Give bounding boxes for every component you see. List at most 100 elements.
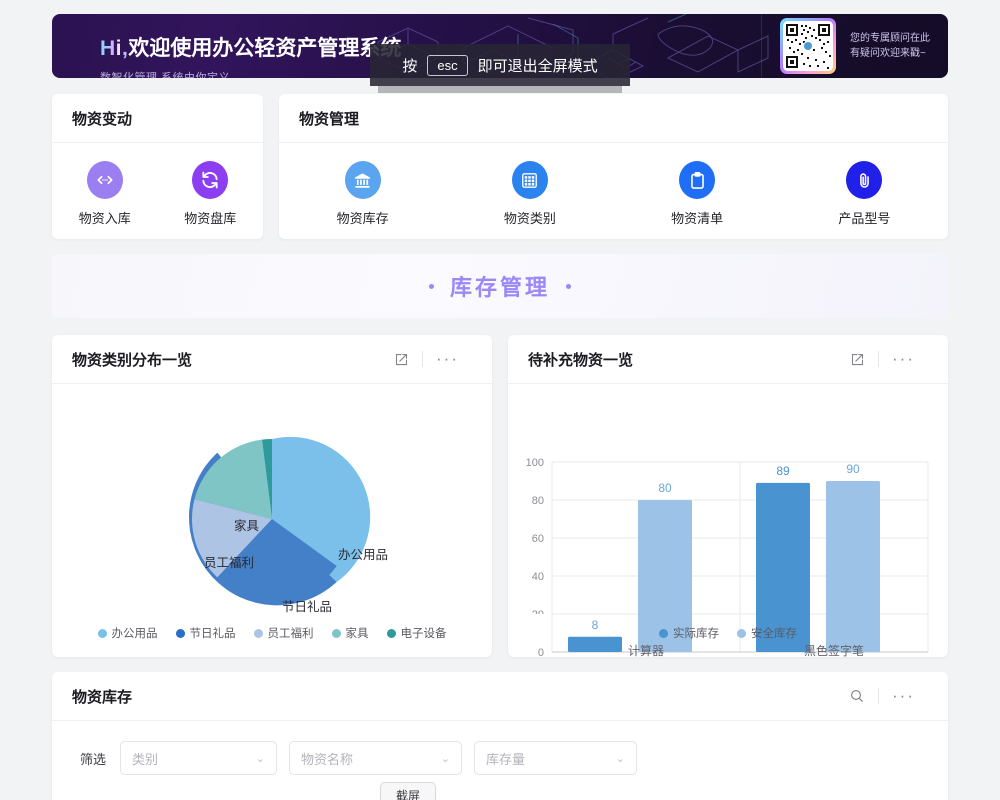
- search-icon[interactable]: [836, 688, 878, 704]
- pie-slice-2[interactable]: [191, 499, 272, 578]
- bar-safe-1: [826, 481, 880, 652]
- more-dots-icon[interactable]: ···: [892, 349, 915, 368]
- bar-actual-1: [756, 482, 810, 652]
- bar-xtick-label-1: 黑色签字笔: [803, 644, 864, 658]
- legend-swatch: [97, 628, 107, 638]
- entry-label: 产品型号: [838, 211, 891, 226]
- svg-text:20: 20: [532, 609, 544, 614]
- chevron-down-icon: ⌄: [615, 752, 626, 765]
- legend-item-2[interactable]: 员工福利: [253, 625, 314, 641]
- advisor-note-line1: 您的专属顾问在此: [850, 32, 930, 44]
- bar-card-tools: ···: [837, 349, 928, 368]
- external-link-icon[interactable]: [381, 352, 422, 367]
- advisor-qr-block[interactable]: 您的专属顾问在此 有疑问欢迎来戳~: [761, 14, 930, 78]
- bar-value-actual-1: 89: [776, 464, 790, 478]
- qr-code-icon[interactable]: [780, 18, 836, 74]
- entry-material-stock[interactable]: 物资库存: [279, 161, 446, 227]
- pie-slice-label-gift: 节日礼品: [282, 600, 333, 614]
- pie-slice-4[interactable]: [261, 439, 272, 519]
- inventory-card-tools: ···: [836, 686, 928, 705]
- pie-slice-3[interactable]: [194, 439, 272, 519]
- pie-chart-body: 办公用品 节日礼品 员工福利 家具 办公用品 节日礼品 员工福利: [52, 384, 492, 657]
- legend-item-0[interactable]: 办公用品: [97, 625, 158, 641]
- entry-label: 物资类别: [503, 211, 556, 226]
- pie-slice-0[interactable]: [272, 439, 352, 567]
- movement-card-title: 物资变动: [72, 110, 133, 128]
- bar-xtick-label-0: 计算器: [627, 644, 664, 658]
- fullscreen-exit-hint: 按 esc 即可退出全屏模式: [370, 44, 630, 93]
- legend-item-3[interactable]: 家具: [331, 625, 369, 641]
- entry-material-category[interactable]: 物资类别: [446, 161, 613, 227]
- screenshot-button[interactable]: 截屏: [380, 782, 436, 800]
- banner-text-block: Hi, 欢迎使用办公轻资产管理系统 数智化管理 系统由你定义: [100, 32, 401, 78]
- legend-item-actual[interactable]: 实际库存: [659, 625, 719, 641]
- entry-label: 物资盘库: [184, 211, 237, 226]
- sync-refresh-icon: [192, 161, 229, 199]
- legend-swatch: [737, 628, 746, 638]
- inventory-filter-row: 筛选 类别 ⌄ 物资名称 ⌄ 库存量 ⌄: [52, 721, 948, 775]
- svg-text:80: 80: [532, 495, 544, 507]
- bar-value-safe-1: 90: [846, 462, 860, 476]
- entry-product-model[interactable]: 产品型号: [781, 161, 948, 227]
- decor-dot-left: [428, 283, 434, 289]
- legend-label: 家具: [345, 628, 369, 640]
- section-title: 库存管理: [449, 275, 550, 300]
- legend-item-4[interactable]: 电子设备: [386, 625, 447, 641]
- legend-item-safe[interactable]: 安全库存: [737, 625, 797, 641]
- legend-label: 办公用品: [111, 628, 158, 640]
- banner-greeting: Hi: [100, 37, 122, 60]
- entry-material-stocktake[interactable]: 物资盘库: [158, 161, 264, 227]
- external-link-icon[interactable]: [837, 352, 878, 367]
- category-distribution-card: 物资类别分布一览 ···: [52, 335, 492, 657]
- pie-card-tools: ···: [381, 349, 472, 368]
- management-card-title: 物资管理: [299, 110, 360, 128]
- bar-card-title: 待补充物资一览: [528, 351, 634, 369]
- entry-label: 物资清单: [671, 211, 724, 226]
- legend-label: 节日礼品: [189, 628, 236, 640]
- bar-chart-bars: 0 8 80 89 90 计算器 黑色签字笔: [538, 462, 929, 657]
- filter-stock-select[interactable]: 库存量 ⌄: [474, 741, 638, 775]
- advisor-note: 您的专属顾问在此 有疑问欢迎来戳~: [850, 31, 930, 62]
- svg-text:100: 100: [526, 457, 544, 469]
- bar-legend: 实际库存 安全库存: [508, 625, 948, 641]
- entry-material-list[interactable]: 物资清单: [614, 161, 781, 227]
- pie-slice-label-office: 办公用品: [338, 548, 389, 562]
- tool-divider: [878, 688, 880, 704]
- pie-slice-1[interactable]: [217, 519, 337, 599]
- legend-item-1[interactable]: 节日礼品: [175, 625, 236, 641]
- code-brackets-icon: [86, 161, 123, 199]
- banner-comma: ,: [122, 37, 129, 60]
- chevron-down-icon: ⌄: [440, 752, 451, 765]
- movement-entries: 物资入库 物资盘库: [52, 143, 263, 227]
- movement-card-header: 物资变动: [52, 94, 263, 143]
- svg-text:40: 40: [532, 571, 544, 583]
- bar-chart: 100 80 60 40 20: [526, 457, 929, 614]
- pie-card-header: 物资类别分布一览 ···: [52, 335, 492, 384]
- bar-actual-0: [568, 636, 622, 652]
- more-dots-icon[interactable]: ···: [892, 686, 915, 705]
- advisor-note-line2: 有疑问欢迎来戳~: [850, 48, 926, 59]
- material-management-card: 物资管理 物资库存: [279, 94, 948, 239]
- entry-label: 物资入库: [78, 211, 131, 226]
- more-dots-icon[interactable]: ···: [436, 349, 459, 368]
- pie-chart: [188, 436, 371, 606]
- bar-value-actual-0: 8: [592, 618, 599, 632]
- legend-label: 员工福利: [267, 628, 314, 640]
- material-movement-card: 物资变动 物资入库 物资盘库: [52, 94, 263, 239]
- management-entries: 物资库存 物资类别: [279, 143, 948, 227]
- chevron-down-icon: ⌄: [255, 752, 266, 765]
- filter-category-select[interactable]: 类别 ⌄: [120, 741, 278, 775]
- entry-label: 物资库存: [336, 211, 389, 226]
- banner-subtitle: 数智化管理 系统由你定义: [100, 72, 231, 78]
- filter-name-select[interactable]: 物资名称 ⌄: [289, 741, 463, 775]
- paperclip-icon: [846, 161, 883, 199]
- filter-name-placeholder: 物资名称: [301, 751, 354, 767]
- entry-material-inbound[interactable]: 物资入库: [52, 161, 158, 227]
- legend-label: 安全库存: [751, 628, 797, 640]
- banner-title: 欢迎使用办公轻资产管理系统: [128, 37, 402, 60]
- hint-suffix: 即可退出全屏模式: [477, 57, 598, 75]
- legend-swatch: [175, 628, 185, 638]
- pie-card-title: 物资类别分布一览: [72, 351, 193, 369]
- svg-text:0: 0: [538, 647, 544, 657]
